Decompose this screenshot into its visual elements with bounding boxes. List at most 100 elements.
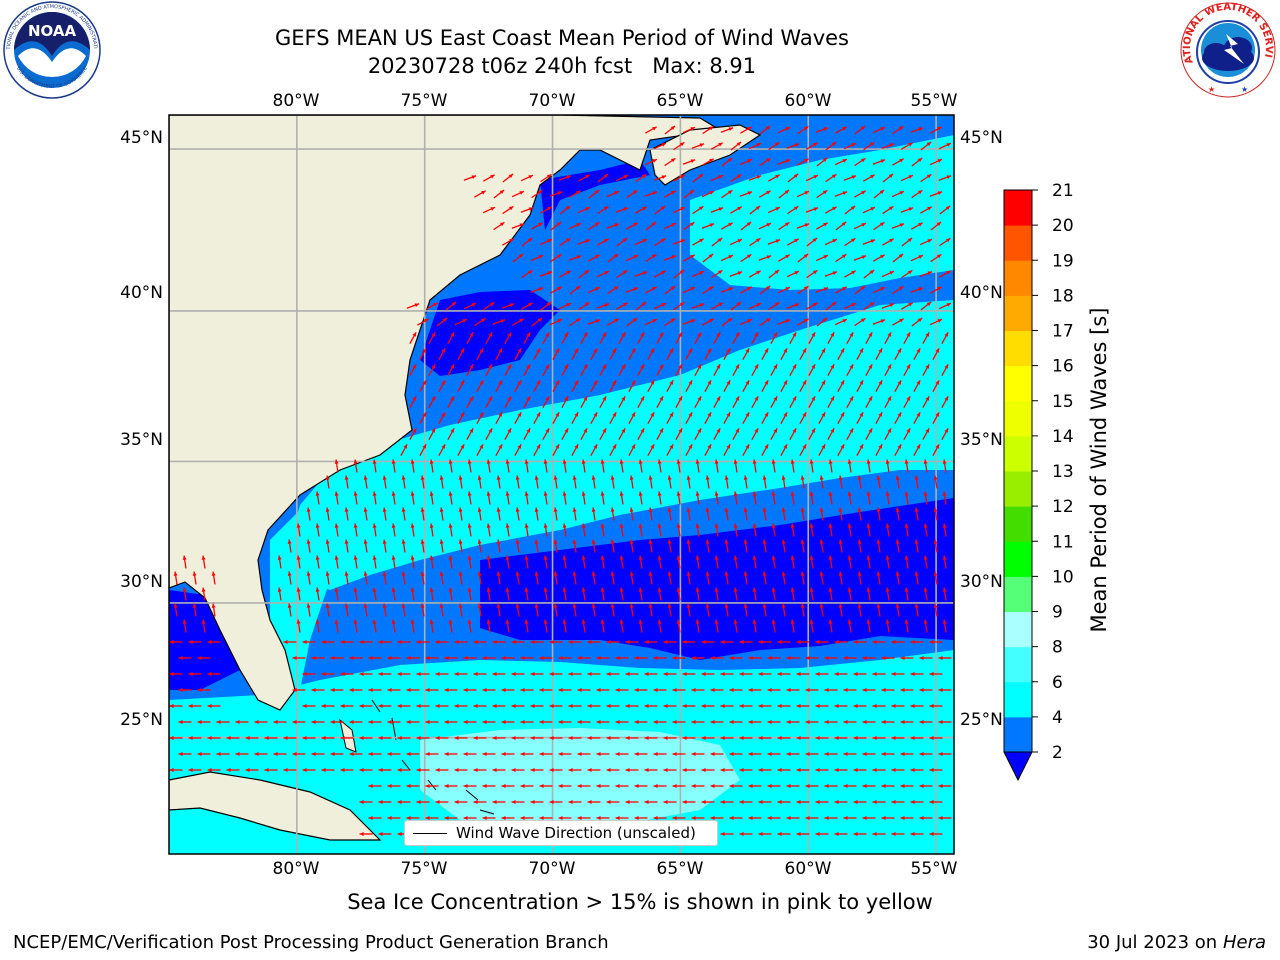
wind-wave-arrow — [862, 720, 876, 724]
wind-wave-arrow — [524, 459, 529, 473]
wind-wave-arrow — [292, 720, 306, 724]
wind-wave-arrow — [777, 286, 791, 294]
wind-wave-arrow — [796, 640, 810, 644]
wind-wave-arrow — [714, 491, 719, 505]
colorbar-tick-label: 9 — [1052, 603, 1063, 623]
wind-wave-arrow — [363, 507, 368, 521]
wind-wave-arrow — [824, 238, 838, 246]
colorbar-tick-label: 14 — [1052, 427, 1074, 447]
wind-wave-arrow — [588, 254, 600, 262]
wind-wave-arrow — [568, 640, 582, 644]
legend-label: Wind Wave Direction (unscaled) — [456, 824, 696, 842]
wind-wave-arrow — [419, 347, 427, 361]
wind-wave-arrow — [714, 523, 719, 537]
wind-wave-arrow — [857, 475, 862, 489]
wind-wave-arrow — [805, 752, 819, 756]
wind-wave-arrow — [676, 491, 681, 505]
wind-wave-arrow — [467, 523, 472, 537]
wind-wave-arrow — [711, 269, 723, 279]
wind-wave-arrow — [542, 427, 550, 441]
wind-wave-arrow — [853, 222, 867, 230]
wind-wave-arrow — [334, 587, 339, 601]
wind-wave-arrow — [758, 222, 772, 230]
wind-wave-arrow — [777, 640, 791, 644]
wind-wave-arrow — [505, 555, 510, 569]
wind-wave-arrow — [941, 331, 949, 345]
wind-wave-arrow — [863, 269, 875, 279]
wind-wave-arrow — [534, 603, 539, 617]
wind-wave-arrow — [552, 347, 560, 361]
wind-wave-arrow — [629, 603, 634, 617]
wind-wave-arrow — [834, 318, 848, 326]
lon-label-bottom: 60°W — [785, 859, 832, 879]
wind-wave-arrow — [942, 491, 947, 505]
wind-wave-arrow — [853, 704, 867, 708]
wind-wave-arrow — [495, 379, 503, 393]
wind-wave-arrow — [406, 720, 420, 724]
wind-wave-arrow — [767, 656, 781, 660]
wind-wave-arrow — [596, 303, 610, 309]
wind-wave-arrow — [749, 237, 761, 247]
wind-wave-arrow — [691, 270, 705, 278]
wind-wave-arrow — [853, 800, 867, 804]
wind-wave-arrow — [391, 555, 396, 569]
wind-wave-arrow — [416, 736, 430, 740]
wind-wave-arrow — [511, 736, 525, 740]
wind-wave-arrow — [894, 347, 902, 361]
wind-wave-arrow — [666, 443, 674, 457]
wind-wave-arrow — [657, 491, 662, 505]
wind-wave-arrow — [894, 443, 902, 457]
wind-wave-arrow — [818, 347, 826, 361]
wind-wave-arrow — [561, 331, 569, 345]
lon-label-top: 55°W — [911, 91, 958, 111]
wind-wave-arrow — [720, 800, 734, 804]
wind-wave-arrow — [786, 303, 800, 309]
wind-wave-arrow — [938, 752, 952, 756]
wind-wave-arrow — [359, 800, 373, 804]
wind-wave-arrow — [682, 768, 696, 772]
wind-wave-arrow — [847, 459, 852, 473]
wind-wave-arrow — [819, 571, 824, 585]
wind-wave-arrow — [853, 768, 867, 772]
wind-wave-arrow — [315, 587, 320, 601]
wind-wave-arrow — [682, 704, 696, 708]
wind-wave-arrow — [758, 768, 772, 772]
wind-wave-arrow — [634, 238, 648, 246]
wind-wave-arrow — [549, 191, 563, 197]
colorbar-segment — [1004, 295, 1032, 331]
wind-wave-arrow — [505, 491, 510, 505]
wind-wave-arrow — [819, 475, 824, 489]
wind-wave-arrow — [724, 507, 729, 521]
wind-wave-arrow — [426, 302, 438, 310]
wind-wave-arrow — [938, 142, 952, 150]
wind-wave-arrow — [824, 271, 838, 277]
wind-wave-arrow — [686, 475, 691, 489]
wind-wave-arrow — [302, 704, 316, 708]
wind-wave-arrow — [704, 347, 712, 361]
wind-wave-arrow — [767, 784, 781, 788]
wind-wave-arrow — [900, 688, 914, 692]
wind-wave-arrow — [740, 126, 752, 134]
date-value: 30 Jul 2023 on — [1087, 932, 1223, 953]
wind-wave-arrow — [458, 539, 463, 553]
wind-wave-arrow — [739, 318, 753, 326]
wind-wave-arrow — [254, 720, 268, 724]
wind-wave-arrow — [511, 190, 525, 198]
wind-wave-arrow — [911, 317, 923, 327]
wind-wave-arrow — [173, 571, 178, 585]
wind-wave-arrow — [815, 254, 829, 262]
wind-wave-arrow — [618, 395, 626, 409]
wind-wave-arrow — [675, 395, 683, 409]
wind-wave-arrow — [325, 539, 330, 553]
wind-wave-arrow — [549, 318, 563, 326]
wind-wave-arrow — [349, 688, 363, 692]
wind-wave-arrow — [226, 768, 240, 772]
lat-label-right: 35°N — [960, 430, 1003, 450]
wind-wave-arrow — [834, 736, 848, 740]
wind-wave-arrow — [482, 752, 496, 756]
wind-wave-arrow — [932, 379, 940, 393]
wind-wave-arrow — [597, 238, 609, 246]
wind-wave-arrow — [406, 303, 420, 309]
wind-wave-arrow — [844, 237, 856, 247]
wind-wave-arrow — [477, 475, 482, 489]
